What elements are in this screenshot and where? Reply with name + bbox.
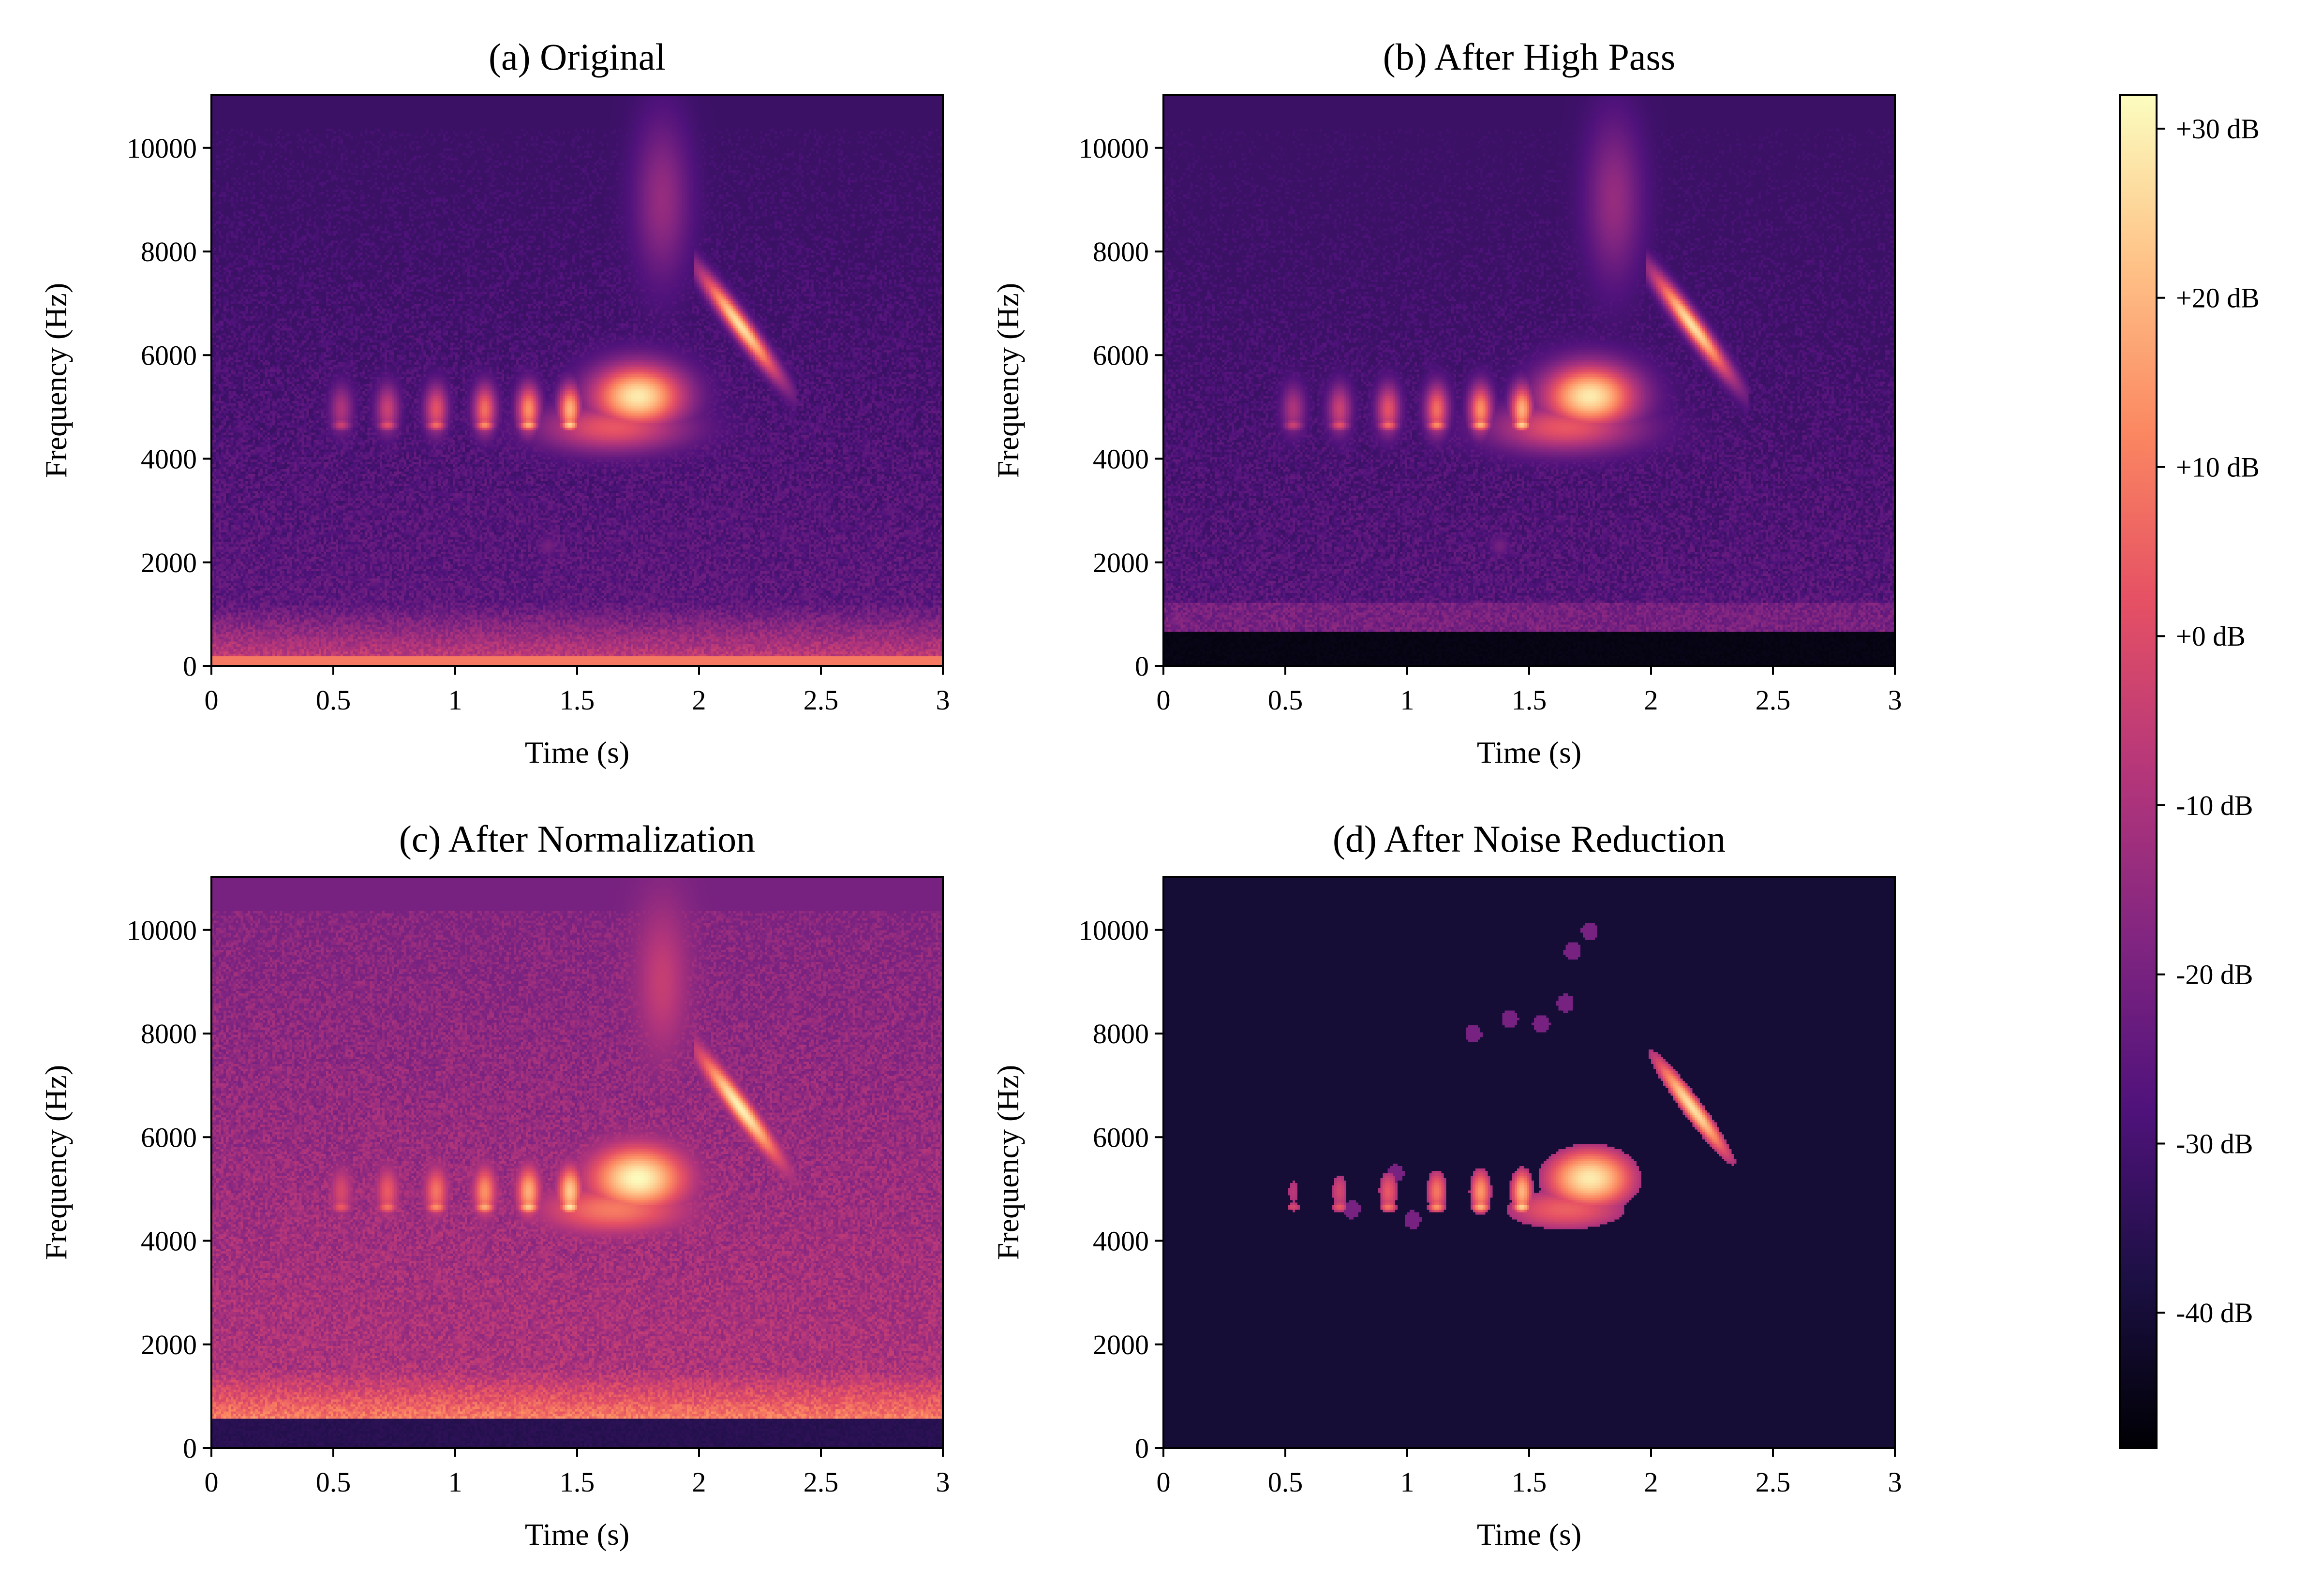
colorbar-tick-label: -10 dB xyxy=(2176,790,2253,821)
x-tick-label: 1.5 xyxy=(560,1466,595,1498)
x-tick-label: 2.5 xyxy=(804,1466,839,1498)
x-tick-label: 0.5 xyxy=(316,684,351,716)
spectrogram-panel: (c) After Normalization 0 0.5 1 1.5 2 2.5 3 0 200… xyxy=(39,818,950,1552)
colorbar-frame xyxy=(2119,94,2158,1449)
x-axis-label: Time (s) xyxy=(1477,735,1581,769)
y-tick-label: 2000 xyxy=(1093,1329,1149,1360)
y-tick-label: 8000 xyxy=(141,236,197,267)
spectrogram-image xyxy=(1163,877,1895,1448)
y-tick-label: 6000 xyxy=(141,340,197,371)
spectrogram-panel: (d) After Noise Reduction 0 0.5 1 1.5 2 2.5 3 0 2… xyxy=(991,818,1902,1552)
x-axis-label: Time (s) xyxy=(525,735,629,769)
y-tick-label: 2000 xyxy=(1093,547,1149,578)
y-tick-label: 8000 xyxy=(1093,1018,1149,1049)
colorbar-tick-label: +10 dB xyxy=(2176,451,2260,483)
x-tick-label: 0 xyxy=(1157,684,1171,716)
y-tick-label: 4000 xyxy=(1093,1226,1149,1257)
y-tick-label: 6000 xyxy=(141,1122,197,1153)
spectrogram-panel: (a) Original 0 0.5 1 1.5 2 2.5 3 0 2000 4000 6000 80… xyxy=(39,36,950,769)
colorbar-tick-label: -30 dB xyxy=(2176,1128,2253,1159)
x-tick-label: 2 xyxy=(692,1466,706,1498)
spectrogram-image xyxy=(211,877,943,1448)
x-tick-label: 2.5 xyxy=(804,684,839,716)
x-tick-label: 3 xyxy=(936,684,950,716)
x-tick-label: 0.5 xyxy=(1268,1466,1303,1498)
y-tick-label: 4000 xyxy=(1093,443,1149,475)
panel-title: (c) After Normalization xyxy=(399,818,755,860)
y-tick-label: 0 xyxy=(1135,650,1149,682)
x-axis-label: Time (s) xyxy=(1477,1517,1581,1552)
x-tick-label: 2 xyxy=(1644,684,1658,716)
x-tick-label: 3 xyxy=(1888,684,1902,716)
x-tick-label: 0.5 xyxy=(1268,684,1303,716)
x-tick-label: 1.5 xyxy=(1512,1466,1547,1498)
spectrogram-panel: (b) After High Pass 0 0.5 1 1.5 2 2.5 3 0 2000 400… xyxy=(991,36,1902,769)
spectrogram-image xyxy=(1163,95,1895,666)
y-tick-label: 8000 xyxy=(1093,236,1149,267)
y-tick-label: 10000 xyxy=(1079,133,1149,164)
x-tick-label: 3 xyxy=(1888,1466,1902,1498)
colorbar-tick-label: +30 dB xyxy=(2176,113,2260,145)
panel-title: (d) After Noise Reduction xyxy=(1333,818,1726,860)
x-tick-label: 1 xyxy=(1400,1466,1414,1498)
y-tick-label: 4000 xyxy=(141,443,197,475)
y-tick-label: 10000 xyxy=(1079,915,1149,946)
y-tick-label: 6000 xyxy=(1093,1122,1149,1153)
y-axis-label: Frequency (Hz) xyxy=(39,1065,73,1260)
colorbar-tick-label: -20 dB xyxy=(2176,959,2253,990)
y-tick-label: 2000 xyxy=(141,1329,197,1360)
y-tick-label: 0 xyxy=(183,650,197,682)
x-tick-label: 1 xyxy=(448,684,462,716)
colorbar-tick-label: -40 dB xyxy=(2176,1297,2253,1329)
x-tick-label: 1 xyxy=(448,1466,462,1498)
y-tick-label: 2000 xyxy=(141,547,197,578)
x-tick-label: 2 xyxy=(692,684,706,716)
y-axis-label: Frequency (Hz) xyxy=(991,283,1025,478)
x-tick-label: 1.5 xyxy=(1512,684,1547,716)
x-tick-label: 2 xyxy=(1644,1466,1658,1498)
x-tick-label: 0.5 xyxy=(316,1466,351,1498)
x-tick-label: 0 xyxy=(205,684,219,716)
x-tick-label: 2.5 xyxy=(1756,1466,1791,1498)
spectrogram-image xyxy=(211,95,943,666)
colorbar-gradient xyxy=(2120,95,2157,1448)
y-tick-label: 10000 xyxy=(127,915,197,946)
x-axis-label: Time (s) xyxy=(525,1517,629,1552)
y-tick-label: 10000 xyxy=(127,133,197,164)
colorbar: +30 dB +20 dB +10 dB +0 dB -10 dB -20 dB -30 d… xyxy=(2119,94,2260,1449)
x-tick-label: 1.5 xyxy=(560,684,595,716)
colorbar-tick-label: +20 dB xyxy=(2176,282,2260,314)
colorbar-tick-label: +0 dB xyxy=(2176,621,2246,652)
y-axis-label: Frequency (Hz) xyxy=(39,283,73,478)
y-tick-label: 0 xyxy=(183,1433,197,1464)
x-tick-label: 0 xyxy=(1157,1466,1171,1498)
panel-title: (a) Original xyxy=(489,36,666,78)
y-tick-label: 8000 xyxy=(141,1018,197,1049)
y-tick-label: 0 xyxy=(1135,1433,1149,1464)
panel-title: (b) After High Pass xyxy=(1383,36,1675,78)
x-tick-label: 0 xyxy=(205,1466,219,1498)
y-axis-label: Frequency (Hz) xyxy=(991,1065,1025,1260)
x-tick-label: 2.5 xyxy=(1756,684,1791,716)
y-tick-label: 6000 xyxy=(1093,340,1149,371)
x-tick-label: 3 xyxy=(936,1466,950,1498)
x-tick-label: 1 xyxy=(1400,684,1414,716)
y-tick-label: 4000 xyxy=(141,1226,197,1257)
